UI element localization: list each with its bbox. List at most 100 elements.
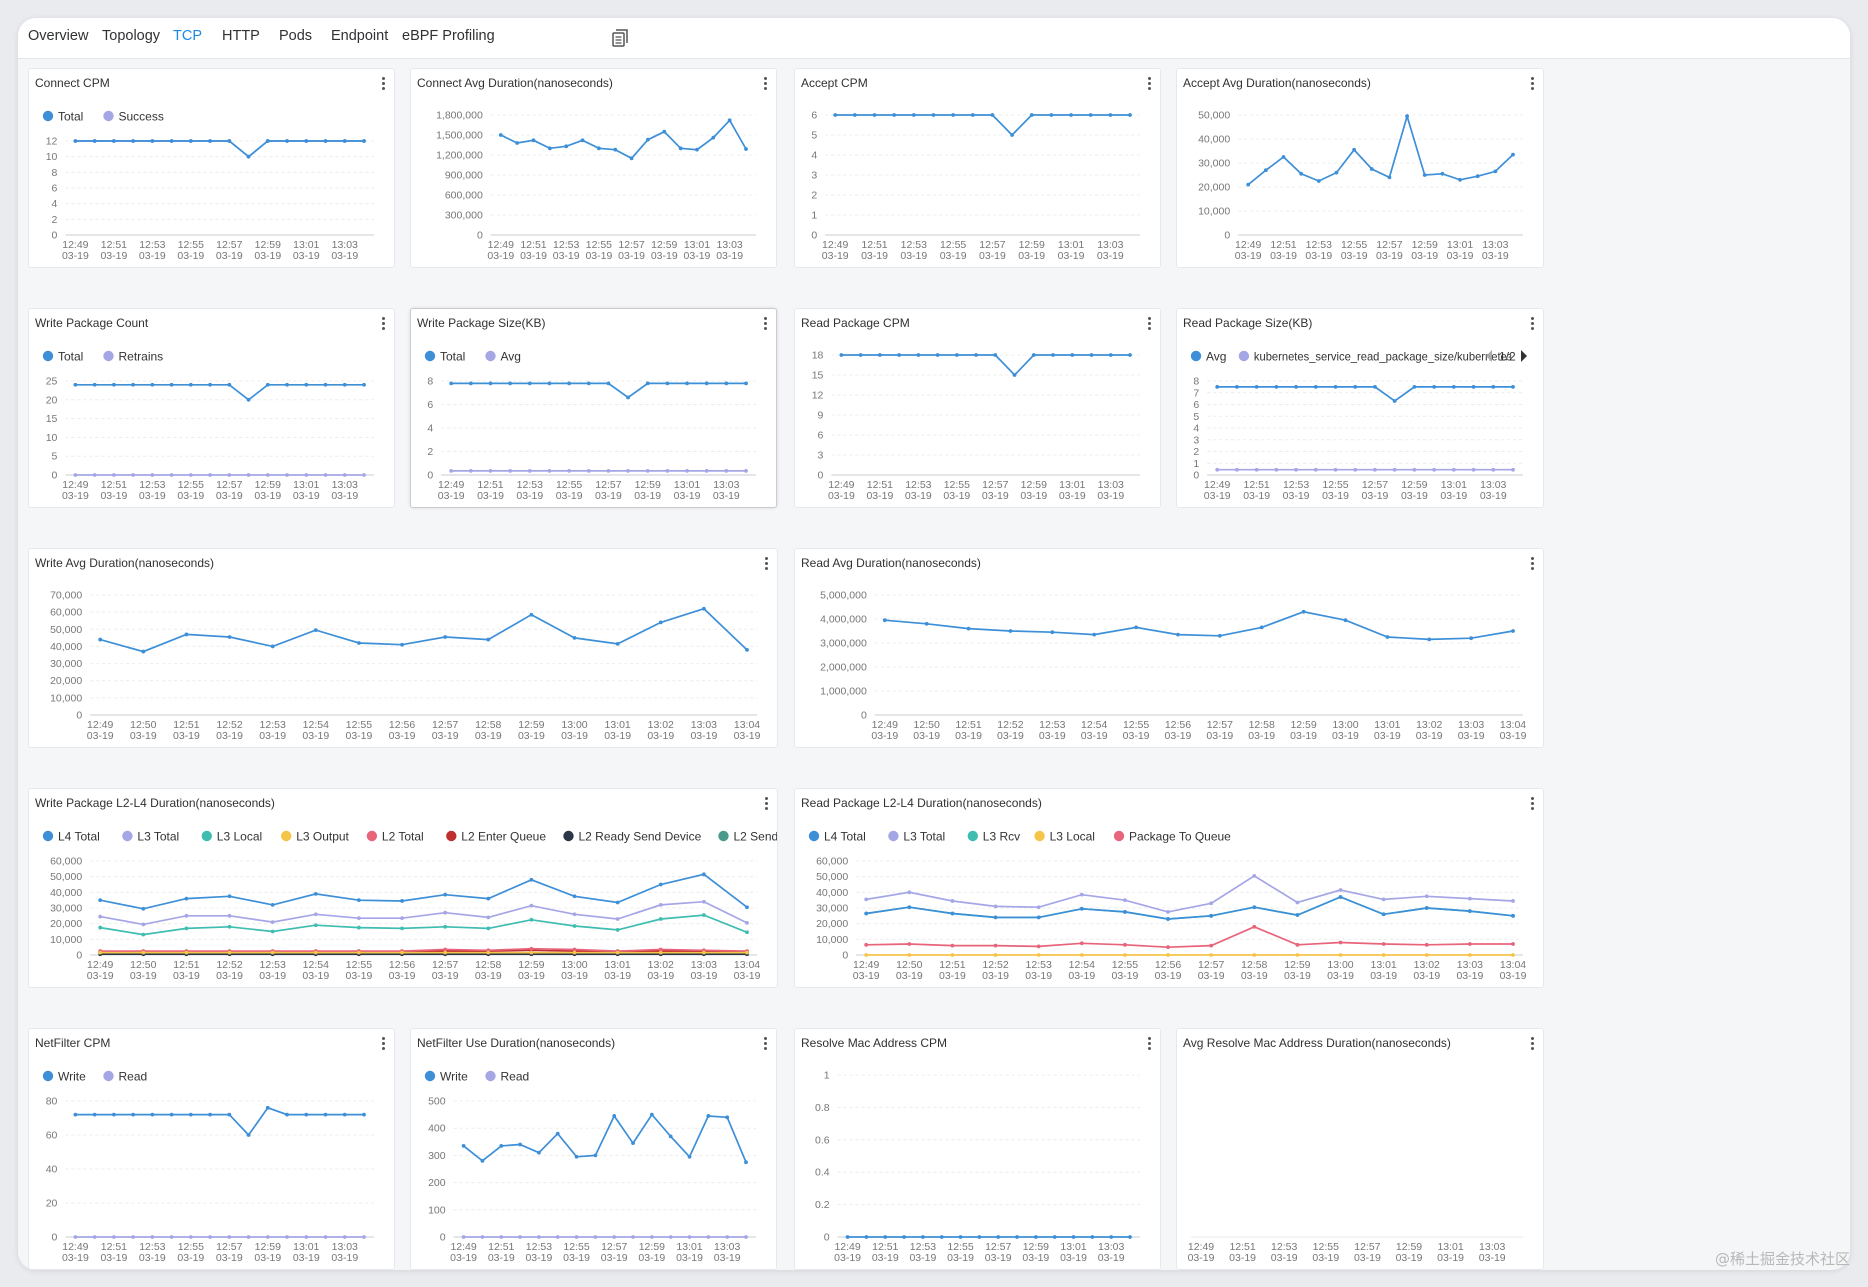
legend-item[interactable]: L2 Send Device (718, 829, 778, 843)
data-point[interactable] (98, 914, 103, 919)
data-point[interactable] (727, 118, 732, 123)
data-point[interactable] (1252, 953, 1257, 957)
data-point[interactable] (1334, 170, 1339, 175)
data-point[interactable] (1209, 901, 1214, 906)
data-point[interactable] (921, 1235, 925, 1239)
data-point[interactable] (555, 1131, 560, 1136)
data-point[interactable] (1511, 899, 1515, 903)
data-point[interactable] (1511, 384, 1515, 389)
more-options-icon[interactable] (1148, 77, 1152, 91)
data-point[interactable] (515, 141, 520, 145)
data-point[interactable] (527, 381, 532, 386)
data-point[interactable] (1471, 467, 1476, 472)
data-point[interactable] (950, 953, 955, 957)
data-point[interactable] (547, 468, 552, 473)
data-point[interactable] (892, 113, 897, 117)
data-point[interactable] (246, 1235, 251, 1239)
data-point[interactable] (615, 917, 620, 921)
data-point[interactable] (357, 925, 361, 930)
data-point[interactable] (1008, 629, 1013, 633)
data-point[interactable] (852, 113, 857, 117)
data-point[interactable] (1108, 353, 1113, 357)
data-point[interactable] (184, 926, 189, 931)
data-point[interactable] (141, 950, 146, 955)
data-point[interactable] (1036, 953, 1041, 957)
data-point[interactable] (615, 928, 620, 932)
data-point[interactable] (1123, 942, 1127, 947)
data-point[interactable] (92, 139, 97, 143)
data-point[interactable] (580, 138, 585, 143)
data-point[interactable] (1511, 942, 1515, 946)
data-point[interactable] (131, 1112, 136, 1117)
data-point[interactable] (706, 1114, 711, 1118)
data-point[interactable] (725, 1115, 730, 1120)
data-point[interactable] (323, 1235, 328, 1239)
data-point[interactable] (1134, 625, 1138, 630)
data-point[interactable] (1071, 1235, 1076, 1239)
data-point[interactable] (449, 381, 454, 386)
data-point[interactable] (188, 139, 193, 143)
data-point[interactable] (1432, 467, 1437, 472)
data-point[interactable] (1108, 113, 1113, 117)
data-point[interactable] (845, 1235, 850, 1239)
data-point[interactable] (864, 953, 869, 957)
data-point[interactable] (645, 468, 650, 473)
data-point[interactable] (529, 612, 534, 617)
data-point[interactable] (1458, 177, 1462, 182)
data-point[interactable] (1467, 942, 1472, 946)
legend-item[interactable]: L3 Local (1034, 829, 1095, 843)
document-icon[interactable] (612, 29, 628, 47)
data-point[interactable] (1294, 384, 1298, 389)
more-options-icon[interactable] (1531, 797, 1535, 811)
data-point[interactable] (612, 1114, 617, 1118)
data-point[interactable] (1412, 384, 1417, 389)
data-point[interactable] (111, 139, 116, 143)
data-point[interactable] (966, 626, 971, 631)
data-point[interactable] (529, 917, 534, 922)
data-point[interactable] (725, 1235, 730, 1239)
data-point[interactable] (227, 913, 232, 918)
data-point[interactable] (1215, 384, 1220, 389)
data-point[interactable] (499, 1143, 504, 1148)
data-point[interactable] (486, 896, 491, 901)
data-point[interactable] (1217, 633, 1222, 638)
data-point[interactable] (970, 113, 975, 117)
data-point[interactable] (954, 353, 959, 357)
data-point[interactable] (131, 473, 136, 477)
data-point[interactable] (488, 381, 493, 386)
data-point[interactable] (1381, 912, 1386, 917)
data-point[interactable] (150, 473, 155, 477)
data-point[interactable] (1385, 635, 1390, 639)
legend-item[interactable]: L3 Total (122, 829, 179, 843)
data-point[interactable] (313, 923, 318, 928)
data-point[interactable] (1373, 384, 1377, 389)
data-point[interactable] (480, 1158, 485, 1163)
data-point[interactable] (265, 382, 270, 387)
data-point[interactable] (529, 946, 534, 951)
data-point[interactable] (645, 381, 650, 386)
data-point[interactable] (935, 353, 940, 357)
data-point[interactable] (285, 382, 289, 387)
data-point[interactable] (208, 473, 212, 477)
data-point[interactable] (265, 1235, 270, 1239)
legend-item[interactable]: Success (103, 109, 164, 123)
data-point[interactable] (111, 1112, 116, 1117)
data-point[interactable] (285, 139, 289, 143)
legend-item[interactable]: Read (103, 1069, 147, 1083)
data-point[interactable] (1281, 155, 1286, 159)
data-point[interactable] (877, 353, 882, 357)
data-point[interactable] (658, 950, 663, 955)
data-point[interactable] (1254, 467, 1259, 472)
data-point[interactable] (73, 1112, 78, 1117)
data-point[interactable] (342, 473, 347, 477)
data-point[interactable] (323, 1112, 328, 1117)
data-point[interactable] (98, 637, 103, 642)
data-point[interactable] (529, 950, 534, 955)
data-point[interactable] (567, 468, 572, 473)
data-point[interactable] (1427, 637, 1432, 642)
data-point[interactable] (499, 1235, 504, 1239)
more-options-icon[interactable] (765, 797, 769, 811)
data-point[interactable] (649, 1112, 654, 1117)
data-point[interactable] (950, 943, 955, 948)
data-point[interactable] (342, 1235, 347, 1239)
